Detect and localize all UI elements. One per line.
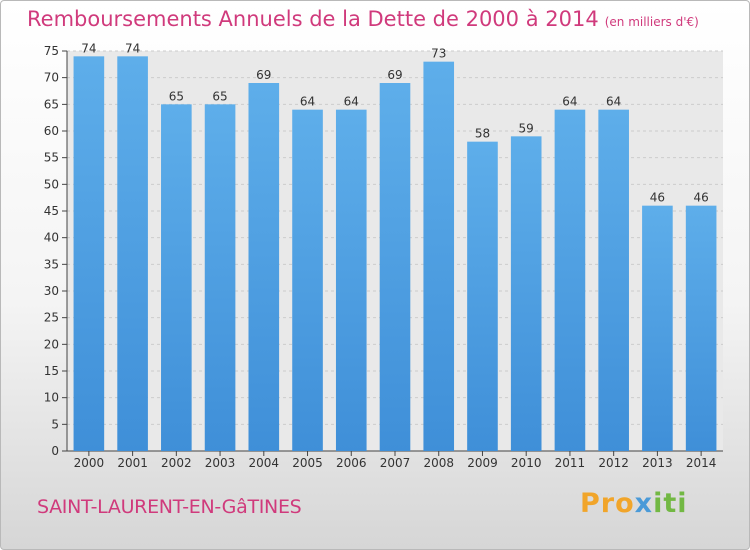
- y-tick-label: 75: [44, 44, 59, 58]
- y-tick-label: 25: [44, 311, 59, 325]
- bar: [642, 205, 673, 451]
- y-tick-label: 20: [44, 337, 59, 351]
- commune-name: SAINT-LAURENT-EN-GâTINES: [37, 496, 302, 518]
- y-tick-label: 30: [44, 284, 59, 298]
- bar: [467, 141, 498, 451]
- x-tick-label: 2013: [642, 456, 673, 470]
- data-label: 46: [693, 191, 708, 205]
- x-tick-label: 2004: [249, 456, 280, 470]
- x-tick-label: 2007: [380, 456, 411, 470]
- bar: [335, 109, 367, 452]
- data-label: 46: [650, 191, 665, 205]
- x-tick-label: 2005: [292, 456, 323, 470]
- chart-unit: (en milliers d'€): [604, 15, 699, 29]
- x-tick-label: 2011: [555, 456, 586, 470]
- x-tick-label: 2000: [74, 456, 105, 470]
- logo-part-1: Pro: [580, 488, 635, 519]
- bar: [292, 109, 323, 452]
- x-tick-label: 2001: [117, 456, 148, 470]
- chart-title: Remboursements Annuels de la Dette de 20…: [27, 7, 699, 31]
- x-tick-label: 2014: [686, 456, 717, 470]
- data-label: 58: [475, 127, 490, 141]
- x-tick-label: 2006: [336, 456, 367, 470]
- bar: [510, 136, 542, 452]
- data-label: 64: [344, 95, 359, 109]
- bar: [161, 104, 192, 451]
- x-tick-label: 2012: [598, 456, 629, 470]
- y-tick-label: 55: [44, 151, 59, 165]
- data-label: 59: [519, 121, 534, 135]
- data-label: 73: [431, 47, 446, 61]
- bar: [204, 104, 236, 451]
- bar: [554, 109, 586, 452]
- y-tick-label: 10: [44, 391, 59, 405]
- data-label: 74: [81, 41, 96, 55]
- proxiti-logo: Proxiti: [580, 488, 688, 519]
- y-tick-label: 65: [44, 97, 59, 111]
- y-tick-label: 40: [44, 231, 59, 245]
- logo-part-2: x: [634, 488, 654, 519]
- y-tick-label: 15: [44, 364, 59, 378]
- data-label: 64: [562, 95, 577, 109]
- y-tick-label: 70: [44, 71, 59, 85]
- data-label: 64: [606, 95, 621, 109]
- data-label: 65: [212, 89, 227, 103]
- bar: [423, 61, 455, 452]
- bar: [248, 83, 280, 451]
- chart-title-text: Remboursements Annuels de la Dette de 20…: [27, 7, 599, 31]
- bar: [73, 56, 105, 451]
- bar: [685, 205, 717, 451]
- y-tick-label: 45: [44, 204, 59, 218]
- x-tick-label: 2008: [423, 456, 454, 470]
- logo-part-3: iti: [653, 488, 688, 519]
- y-tick-label: 0: [51, 444, 59, 458]
- bar: [117, 56, 148, 451]
- bar: [379, 83, 411, 451]
- x-tick-label: 2009: [467, 456, 498, 470]
- y-tick-label: 50: [44, 177, 59, 191]
- data-label: 69: [256, 68, 271, 82]
- x-tick-label: 2002: [161, 456, 192, 470]
- data-label: 65: [169, 89, 184, 103]
- x-tick-label: 2010: [511, 456, 542, 470]
- data-label: 69: [387, 68, 402, 82]
- x-tick-label: 2003: [205, 456, 236, 470]
- data-label: 64: [300, 95, 315, 109]
- y-tick-label: 5: [51, 417, 59, 431]
- bar: [598, 109, 629, 452]
- y-tick-label: 60: [44, 124, 59, 138]
- y-tick-label: 35: [44, 257, 59, 271]
- data-label: 74: [125, 41, 140, 55]
